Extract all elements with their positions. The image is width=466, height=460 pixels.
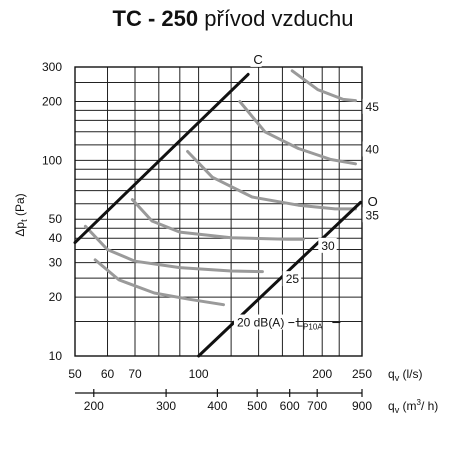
x2-tick-label: 500 [247,399,267,413]
noise-curve [186,150,357,211]
x2-tick-label: 200 [84,399,104,413]
annotation-bg [362,141,381,157]
x2-tick-label: 300 [156,399,176,413]
boundary-line [197,200,363,358]
boundary-lines [73,72,363,358]
x2-tick-label: 400 [207,399,227,413]
annotations: C O 45 40 35 30 25 20 dB(A) LP10A [233,51,381,332]
x2-tick-label: 700 [307,399,327,413]
x-tick-label: 50 [68,367,82,381]
annotation: LP10A [296,316,323,332]
annotation: 30 [321,239,335,253]
x-tick-label: 70 [128,367,142,381]
annotation-bg [318,237,337,253]
y-tick-label: 200 [42,94,62,108]
chart-title-model: TC - 250 [112,6,199,31]
annotation: C [253,52,262,67]
y-tick-label: 100 [42,153,62,167]
x2-axis-label-sup: 3 [417,398,422,407]
annotation: 45 [366,100,380,114]
annotation: 35 [366,208,380,222]
x-tick-label: 200 [312,367,332,381]
noise-curve [290,69,357,103]
noise-curve [83,224,264,274]
y-tick-label: 300 [42,60,62,74]
annotation-sub: P10A [303,323,323,332]
y-axis-label: Δpt (Pa) [13,193,29,236]
annotation: O [368,194,378,209]
noise-curve [93,258,225,307]
x2-axis-label-unit-end: / h) [421,399,438,413]
x-tick-label: 250 [352,367,372,381]
noise-curve [130,198,305,241]
chart-title: TC - 250 přívod vzduchu [0,6,466,32]
x2-tick-label: 600 [280,399,300,413]
x2-axis-label-unit: (m [399,399,416,413]
x2-axis-label-sub: v [395,405,400,415]
noise-curves [83,69,357,307]
annotation: 40 [366,142,380,156]
chart-title-text: přívod vzduchu [198,6,354,31]
y-axis-label-unit: (Pa) [13,193,27,219]
annotation: 20 dB(A) [237,316,284,330]
x-axis-label-sub: v [395,373,400,383]
x-tick-label: 100 [189,367,209,381]
grid [74,66,363,357]
boundary-line [73,72,250,245]
annotation-bg [282,271,302,287]
annotation-bg [362,207,381,223]
x2-tick-label: 900 [352,399,372,413]
tick-labels: 10 20 30 40 50 100 200 300 50 60 70 100 200 250 200 300… [13,60,438,415]
y-tick-label: 10 [49,349,63,363]
annotation-bg [364,193,376,209]
annotation-bg [250,51,262,67]
y-tick-label: 30 [49,256,63,270]
y-tick-label: 20 [49,290,63,304]
x-axis-label: qv (l/s) [388,367,423,383]
plot-frame [74,66,363,357]
x-tick-label: 60 [101,367,115,381]
noise-curve [238,100,357,166]
annotation: 25 [286,272,300,286]
y-axis-label-sub: t [19,219,29,222]
y-tick-label: 40 [49,231,63,245]
annotation-bg [233,314,296,330]
y-tick-label: 50 [49,212,63,226]
x2-axis-label: qv (m3/ h) [388,398,438,415]
x-axis-label-unit: (l/s) [399,367,422,381]
annotation-bg [362,98,381,114]
